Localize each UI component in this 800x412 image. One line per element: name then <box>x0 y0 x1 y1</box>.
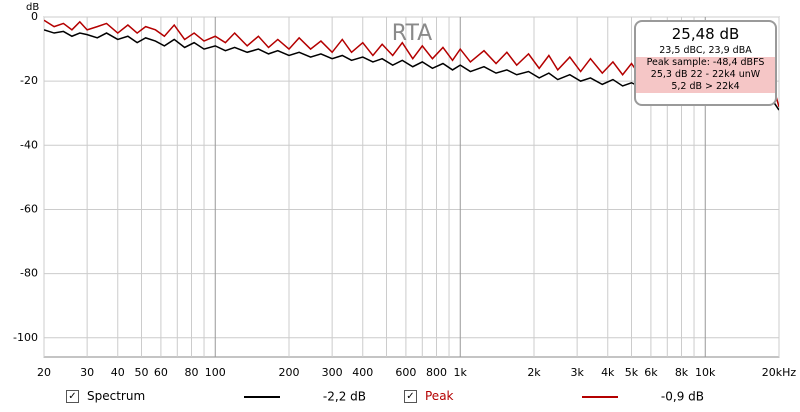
x-tick-label: 60 <box>154 366 168 379</box>
checkbox[interactable]: ✓ <box>66 389 79 403</box>
x-tick-label: 20 <box>37 366 51 379</box>
x-tick-label: 40 <box>111 366 125 379</box>
info-line: 5,2 dB > 22k4 <box>636 81 775 93</box>
x-tick-label: 1k <box>454 366 468 379</box>
x-tick-label: 20kHz <box>762 366 797 379</box>
x-tick-label: 6k <box>644 366 658 379</box>
x-tick-label: 200 <box>279 366 300 379</box>
x-tick-label: 600 <box>395 366 416 379</box>
checkbox[interactable]: ✓ <box>404 389 417 403</box>
y-tick-label: -20 <box>20 74 38 87</box>
legend-item: ✓ Spectrum <box>66 389 145 403</box>
chart-title: RTA <box>392 21 432 46</box>
info-line: 25,3 dB 22 - 22k4 unW <box>636 69 775 81</box>
x-tick-label: 5k <box>625 366 639 379</box>
legend-item: ✓ Peak <box>404 389 454 403</box>
y-tick-label: -60 <box>20 202 38 215</box>
info-box: 25,48 dB 23,5 dBC, 23,9 dBA Peak sample:… <box>634 20 777 106</box>
legend-label: Peak <box>425 389 454 403</box>
x-tick-label: 30 <box>80 366 94 379</box>
y-axis-label: dB <box>26 2 39 13</box>
y-tick-label: -80 <box>20 267 38 280</box>
x-tick-label: 300 <box>322 366 343 379</box>
x-tick-label: 4k <box>601 366 615 379</box>
x-tick-label: 100 <box>205 366 226 379</box>
x-tick-label: 3k <box>570 366 584 379</box>
info-level: 25,48 dB <box>671 25 740 43</box>
x-tick-label: 400 <box>352 366 373 379</box>
y-tick-label: 0 <box>31 10 38 23</box>
info-line: Peak sample: -48,4 dBFS <box>636 57 775 69</box>
x-tick-label: 10k <box>695 366 716 379</box>
x-tick-label: 8k <box>675 366 689 379</box>
y-tick-label: -100 <box>13 331 38 344</box>
legend-label: Spectrum <box>87 389 146 403</box>
x-tick-label: 2k <box>527 366 541 379</box>
x-tick-label: 80 <box>185 366 199 379</box>
info-line: 23,5 dBC, 23,9 dBA <box>659 45 752 56</box>
x-tick-label: 50 <box>134 366 148 379</box>
x-tick-label: 800 <box>426 366 447 379</box>
y-tick-label: -40 <box>20 138 38 151</box>
